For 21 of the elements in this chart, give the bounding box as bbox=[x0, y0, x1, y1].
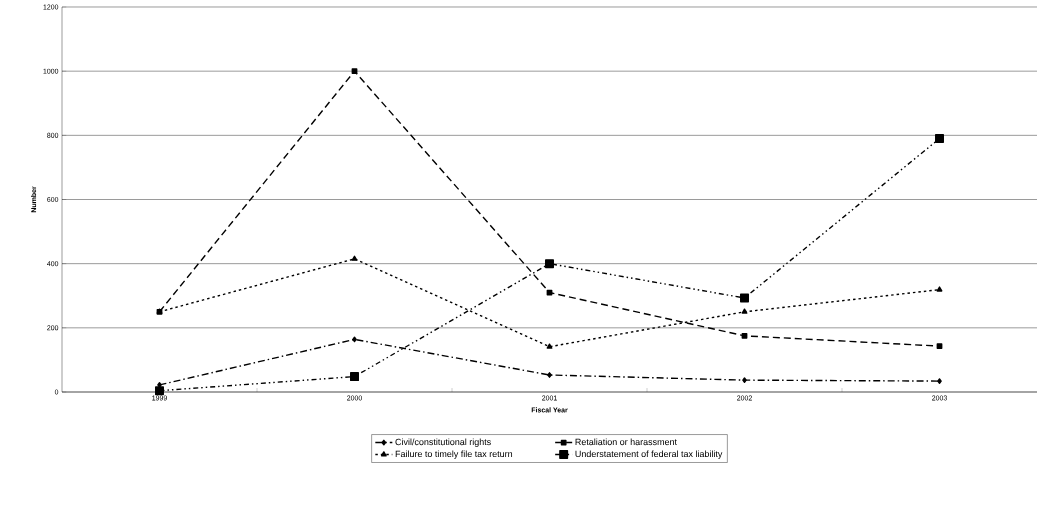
point bbox=[740, 293, 749, 303]
point bbox=[546, 343, 553, 349]
point bbox=[937, 378, 942, 384]
point bbox=[741, 308, 748, 314]
point bbox=[352, 336, 357, 343]
point bbox=[741, 332, 748, 339]
legend-label: Retaliation or harassment bbox=[575, 438, 677, 446]
point bbox=[936, 343, 943, 350]
point bbox=[350, 372, 359, 382]
point bbox=[742, 377, 747, 384]
legend-label: Understatement of federal tax liability bbox=[575, 450, 723, 459]
point bbox=[351, 255, 358, 261]
point bbox=[936, 286, 943, 292]
legend-label: Civil/constitutional rights bbox=[395, 438, 491, 447]
point bbox=[157, 382, 162, 388]
point bbox=[547, 372, 552, 378]
legend-label: Failure to timely file tax return bbox=[395, 450, 513, 459]
point bbox=[935, 134, 944, 144]
point bbox=[155, 386, 164, 396]
point bbox=[351, 68, 358, 75]
point bbox=[545, 259, 554, 269]
